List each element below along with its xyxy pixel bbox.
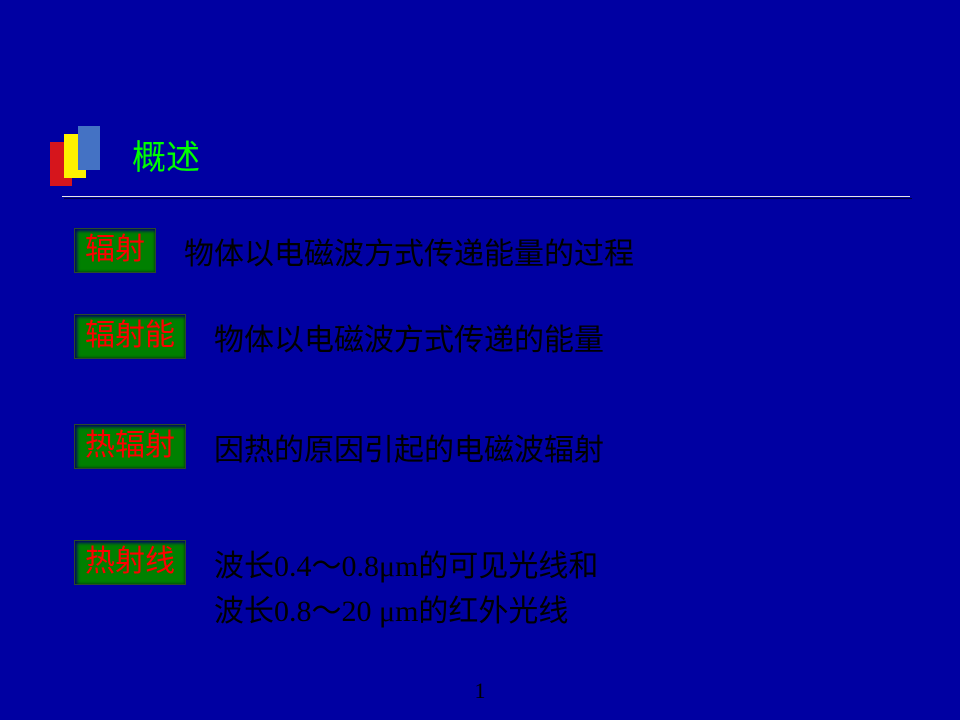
title-underline <box>62 196 910 197</box>
definition-text: 物体以电磁波方式传递能量的过程 <box>184 228 634 277</box>
definition-row-1: 辐射 物体以电磁波方式传递能量的过程 <box>74 228 634 277</box>
definition-text: 波长0.4～0.8μm的可见光线和 波长0.8～20 μm的红外光线 <box>214 540 598 634</box>
slide-header: 概述 <box>50 126 910 182</box>
definition-text: 因热的原因引起的电磁波辐射 <box>214 424 604 473</box>
bullet-square-3 <box>78 126 100 170</box>
definition-row-2: 辐射能 物体以电磁波方式传递的能量 <box>74 314 604 363</box>
definition-text: 物体以电磁波方式传递的能量 <box>214 314 604 363</box>
definition-row-3: 热辐射 因热的原因引起的电磁波辐射 <box>74 424 604 473</box>
definition-row-4: 热射线 波长0.4～0.8μm的可见光线和 波长0.8～20 μm的红外光线 <box>74 540 598 634</box>
title-bullet-icon <box>50 126 106 182</box>
term-tag: 热射线 <box>74 540 186 585</box>
slide: 概述 辐射 物体以电磁波方式传递能量的过程 辐射能 物体以电磁波方式传递的能量 … <box>0 0 960 720</box>
slide-title: 概述 <box>132 130 200 179</box>
page-number: 1 <box>0 678 960 704</box>
term-tag: 辐射能 <box>74 314 186 359</box>
term-tag: 热辐射 <box>74 424 186 469</box>
title-underline-shadow <box>64 198 912 199</box>
term-tag: 辐射 <box>74 228 156 273</box>
